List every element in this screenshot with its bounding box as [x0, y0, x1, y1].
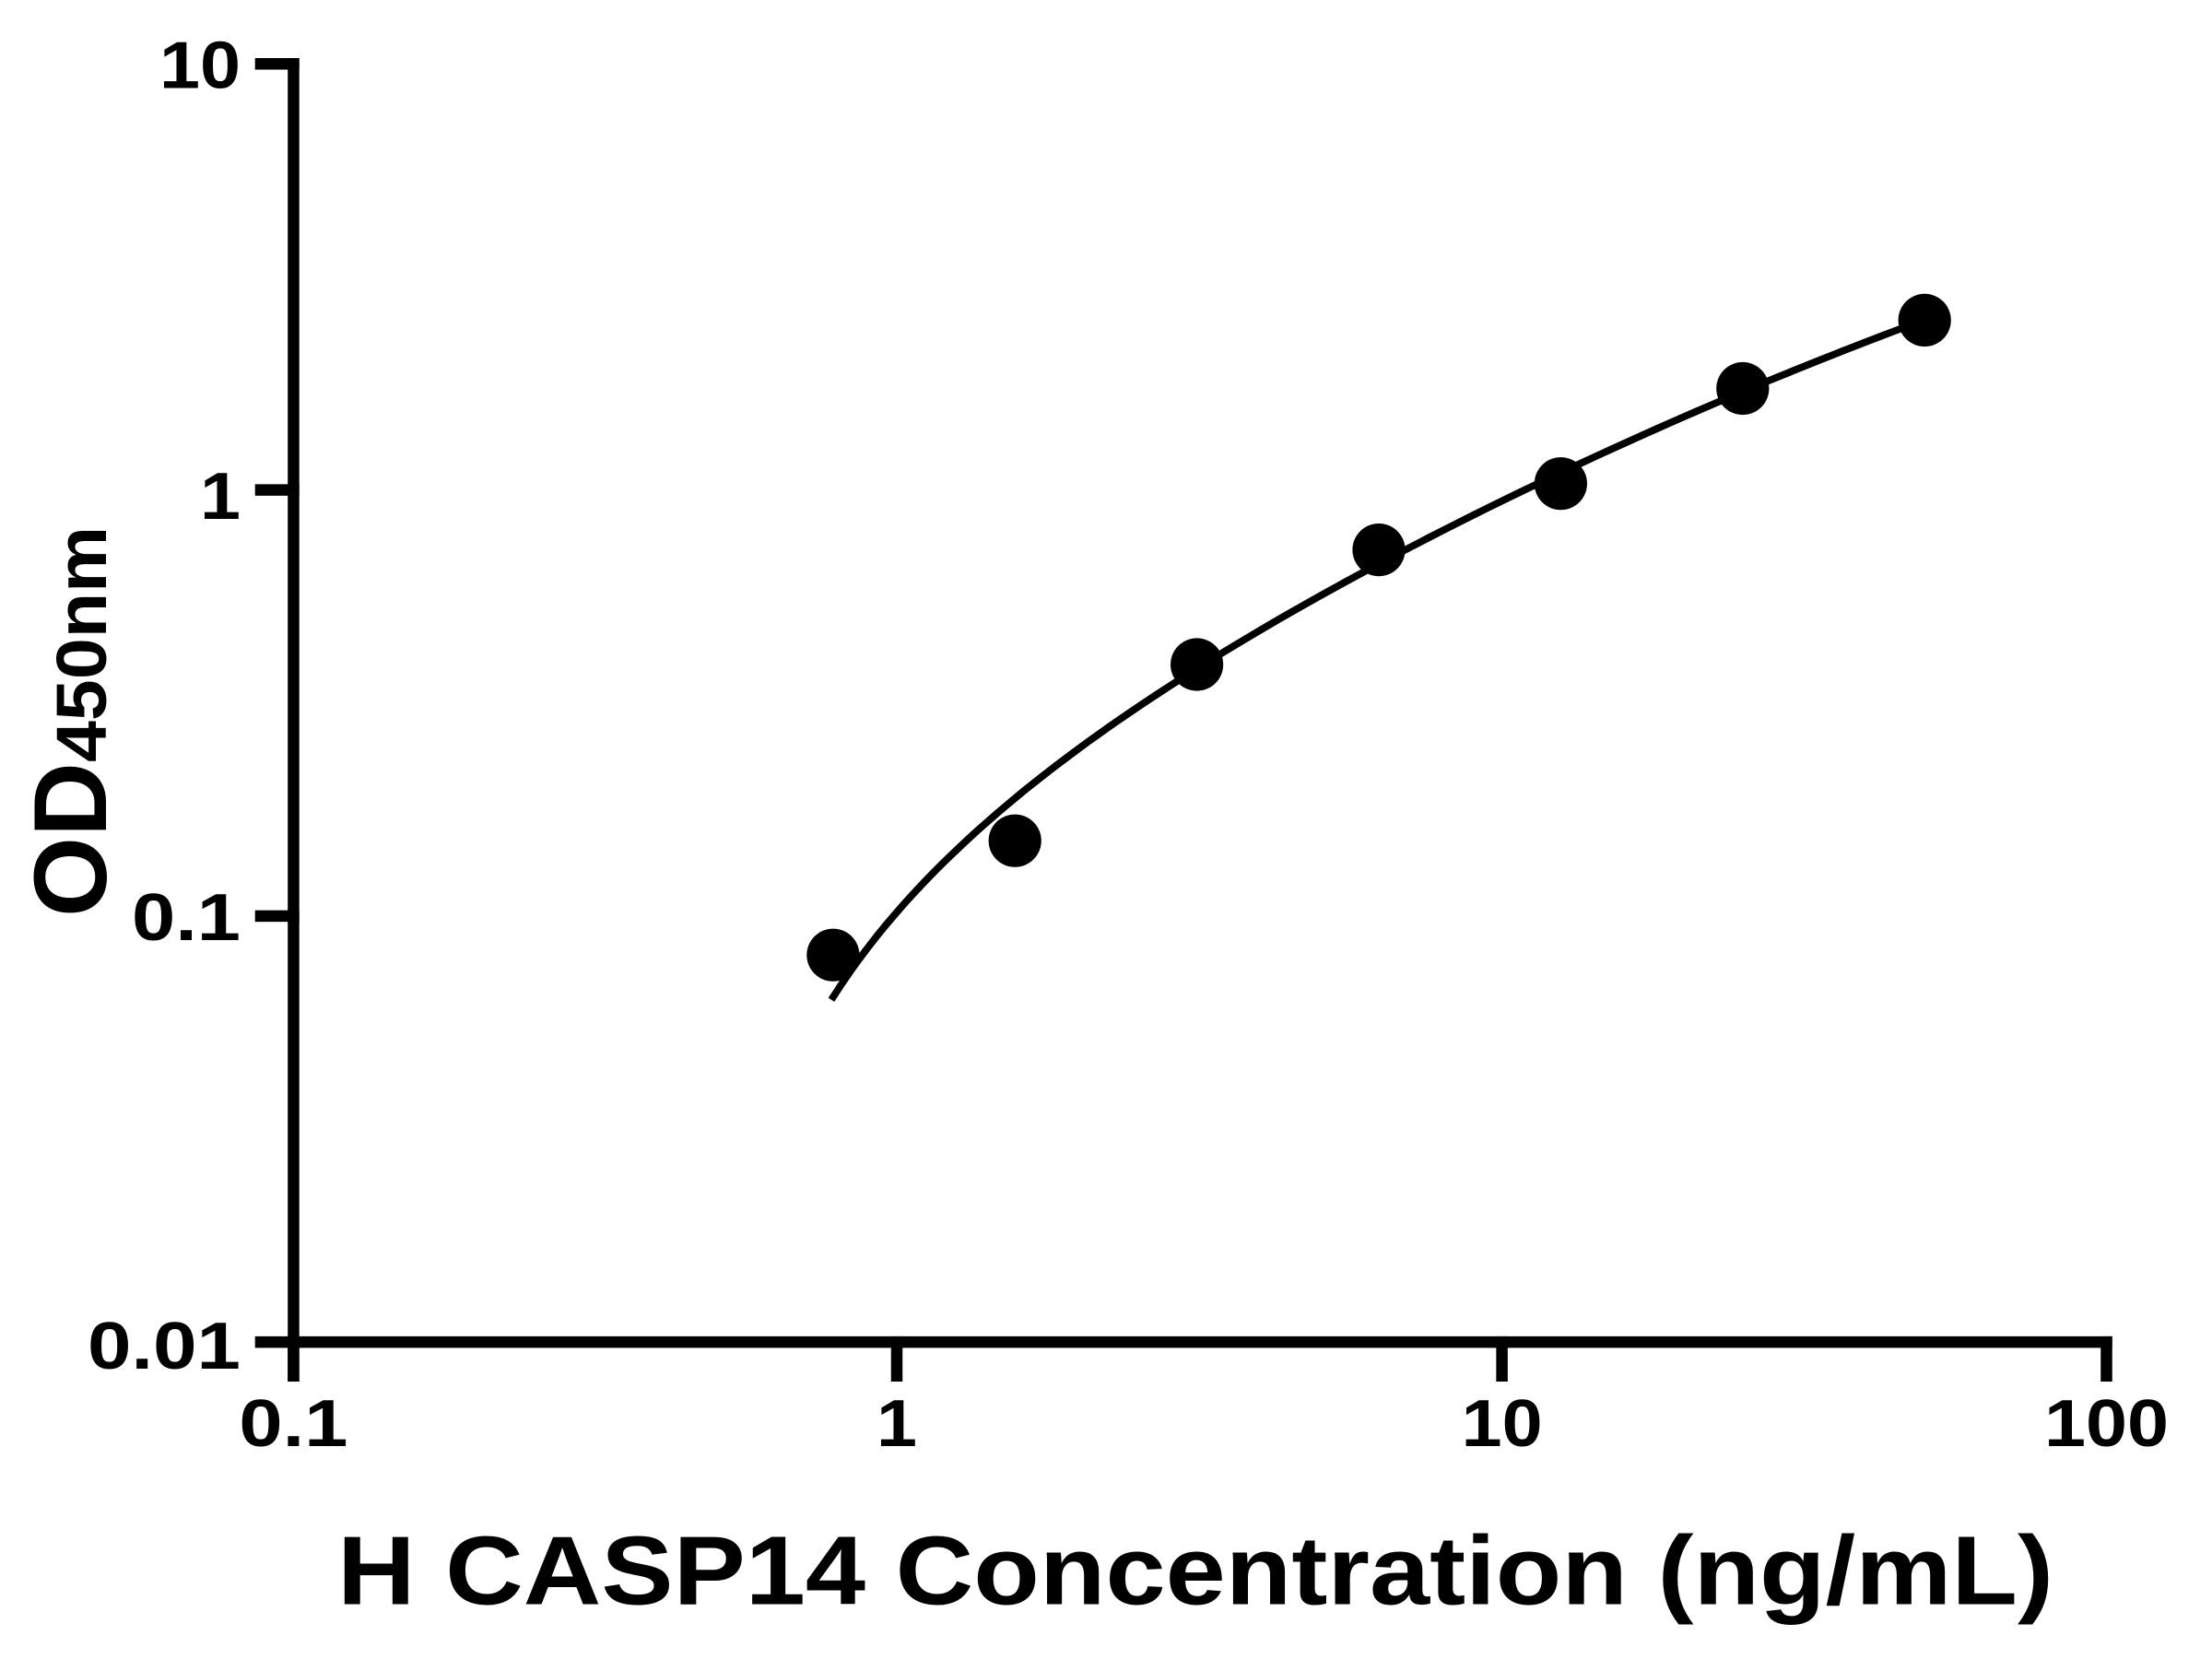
- svg-text:0.1: 0.1: [239, 1386, 347, 1461]
- svg-text:1: 1: [877, 1386, 917, 1461]
- svg-text:0.01: 0.01: [88, 1309, 241, 1383]
- svg-text:10: 10: [1462, 1386, 1543, 1461]
- svg-text:OD450nm: OD450nm: [13, 526, 128, 917]
- svg-text:10: 10: [159, 28, 241, 102]
- svg-text:H CASP14 Concentration (ng/mL): H CASP14 Concentration (ng/mL): [337, 1517, 2053, 1626]
- svg-text:100: 100: [2044, 1386, 2169, 1461]
- svg-text:1: 1: [200, 459, 241, 534]
- svg-text:0.1: 0.1: [132, 880, 241, 955]
